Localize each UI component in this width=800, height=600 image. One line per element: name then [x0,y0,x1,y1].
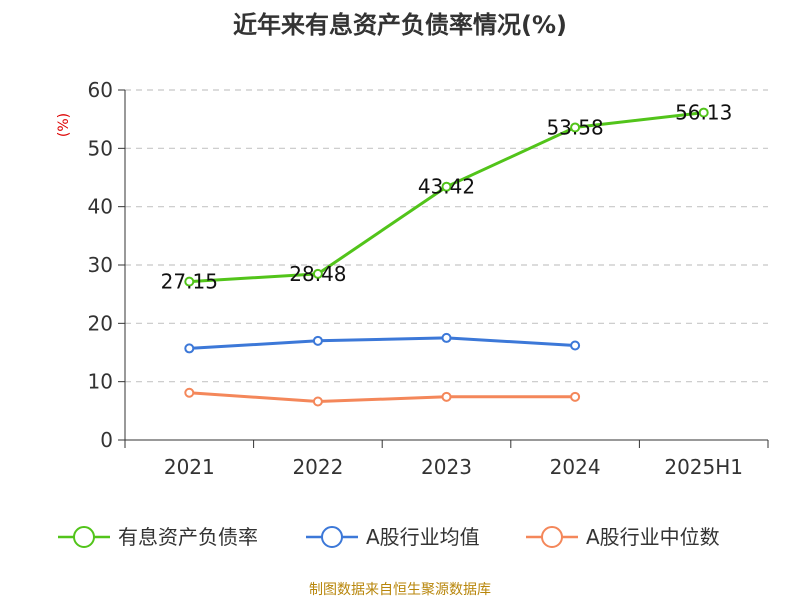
data-point[interactable] [312,268,323,279]
legend-item[interactable]: A股行业均值 [306,525,480,549]
legend-item[interactable]: 有息资产负债率 [58,525,258,549]
axes: 0 10 20 30 40 50 60 2021 2022 2023 2024 2025H1 [88,78,769,479]
legend-item[interactable]: A股行业中位数 [526,525,720,549]
y-tick-label: 10 [88,370,113,394]
data-point[interactable] [570,340,581,351]
legend-label: 有息资产负债率 [118,525,258,549]
x-tick-label: 2024 [550,455,601,479]
data-point[interactable] [184,387,195,398]
y-tick-label: 50 [88,136,113,160]
y-tick-label: 0 [100,428,113,452]
x-tick-label: 2021 [164,455,215,479]
y-tick-label: 60 [88,78,113,102]
data-label: 27.15 [161,270,218,294]
y-tick-label: 20 [88,311,113,335]
legend[interactable]: 有息资产负债率 A股行业均值 A股行业中位数 [58,525,720,549]
data-label: 28.48 [289,262,346,286]
y-tick-label: 30 [88,253,113,277]
data-point[interactable] [441,181,452,192]
data-point[interactable] [312,396,323,407]
data-label: 53.58 [546,115,603,139]
grid-lines [125,89,768,383]
data-point[interactable] [184,343,195,354]
y-tick-label: 40 [88,195,113,219]
x-tick-label: 2023 [421,455,472,479]
data-point[interactable] [184,276,195,287]
data-point[interactable] [312,335,323,346]
legend-marker [73,526,95,548]
source-note: 制图数据来自恒生聚源数据库 [309,582,491,598]
x-tick-label: 2025H1 [664,455,743,479]
data-label: 43.42 [418,175,475,199]
data-label: 56.13 [675,101,732,125]
x-tick-label: 2022 [292,455,343,479]
data-point[interactable] [441,332,452,343]
series-layer [184,107,709,407]
chart-title: 近年来有息资产负债率情况(%) [233,11,567,39]
data-point[interactable] [698,107,709,118]
series-line-1 [189,336,576,350]
legend-label: A股行业中位数 [586,525,720,549]
y-axis-label: (%) [56,113,72,137]
data-point[interactable] [570,391,581,402]
legend-label: A股行业均值 [366,525,480,549]
legend-marker [321,526,343,548]
legend-marker [541,526,563,548]
data-labels: 27.15 28.48 43.42 53.58 56.13 [161,101,733,294]
data-point[interactable] [570,122,581,133]
series-line-2 [189,391,576,403]
data-point[interactable] [441,391,452,402]
